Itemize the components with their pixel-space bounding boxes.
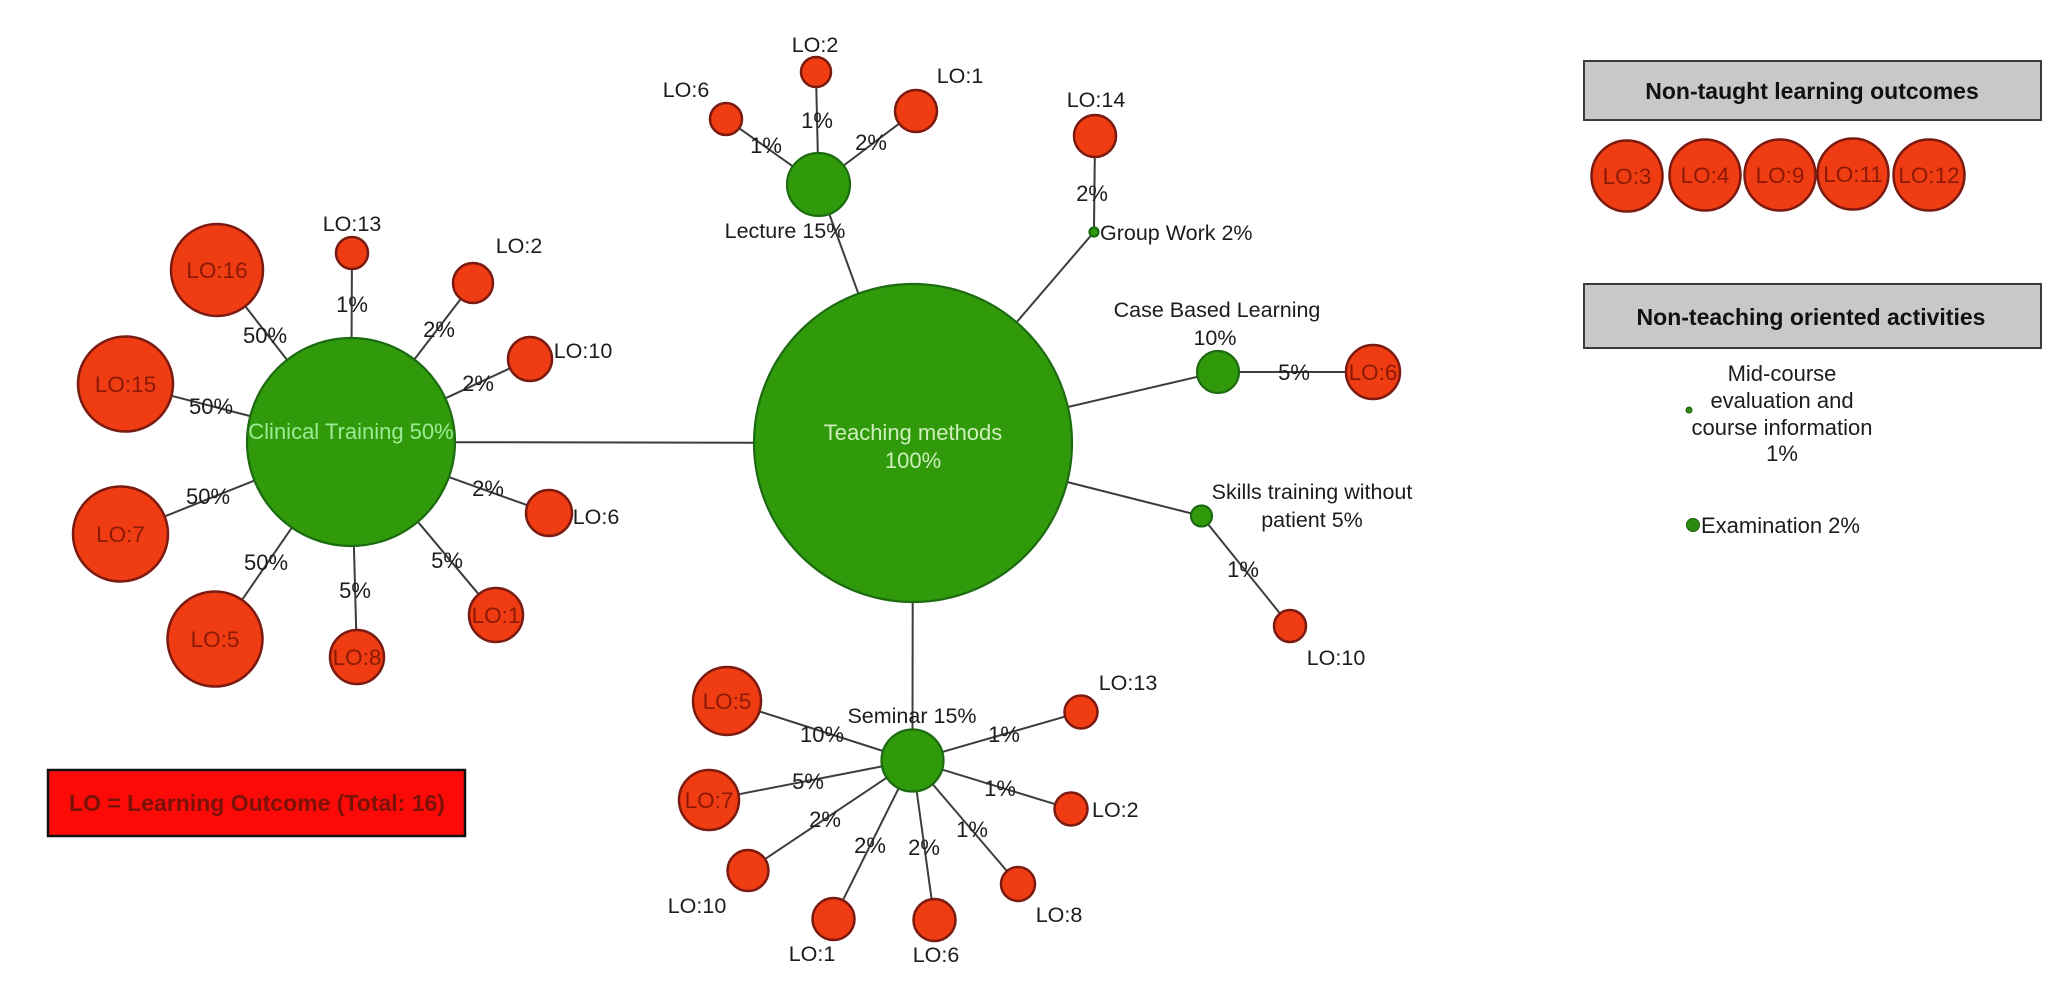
svg-text:LO = Learning Outcome (Total:: LO = Learning Outcome (Total: 16) (69, 790, 445, 816)
svg-text:LO:6: LO:6 (913, 943, 960, 967)
svg-text:Teaching methods: Teaching methods (824, 420, 1003, 445)
svg-text:100%: 100% (885, 448, 941, 473)
svg-text:LO:16: LO:16 (186, 258, 247, 283)
svg-text:Group Work 2%: Group Work 2% (1100, 221, 1253, 245)
svg-text:LO:14: LO:14 (1067, 88, 1126, 112)
svg-text:1%: 1% (801, 108, 833, 133)
svg-text:1%: 1% (988, 722, 1020, 747)
svg-text:1%: 1% (750, 133, 782, 158)
svg-text:2%: 2% (908, 835, 940, 860)
svg-text:LO:7: LO:7 (96, 522, 145, 547)
svg-text:LO:7: LO:7 (685, 788, 734, 813)
svg-text:LO:2: LO:2 (792, 33, 839, 57)
svg-text:1%: 1% (1766, 441, 1798, 466)
svg-text:50%: 50% (186, 484, 230, 509)
svg-text:1%: 1% (984, 776, 1016, 801)
svg-text:LO:12: LO:12 (1898, 163, 1959, 188)
svg-text:LO:2: LO:2 (496, 234, 543, 258)
svg-text:1%: 1% (1227, 557, 1259, 582)
svg-text:Seminar 15%: Seminar 15% (847, 704, 976, 728)
svg-text:50%: 50% (244, 550, 288, 575)
svg-text:Clinical Training 50%: Clinical Training 50% (248, 419, 453, 444)
svg-text:Non-taught learning outcomes: Non-taught learning outcomes (1645, 78, 1979, 104)
svg-text:LO:8: LO:8 (1036, 903, 1083, 927)
svg-text:LO:5: LO:5 (191, 627, 240, 652)
svg-text:50%: 50% (189, 394, 233, 419)
svg-text:LO:4: LO:4 (1681, 163, 1730, 188)
svg-text:Mid-course: Mid-course (1728, 361, 1837, 386)
svg-text:1%: 1% (956, 817, 988, 842)
svg-text:LO:6: LO:6 (663, 78, 710, 102)
svg-text:LO:11: LO:11 (1823, 162, 1883, 187)
svg-text:10%: 10% (1193, 326, 1236, 350)
svg-text:LO:10: LO:10 (668, 894, 727, 918)
svg-text:LO:10: LO:10 (554, 339, 613, 363)
svg-text:evaluation and: evaluation and (1710, 388, 1853, 413)
svg-text:patient 5%: patient 5% (1261, 508, 1363, 532)
svg-text:Examination 2%: Examination 2% (1701, 513, 1860, 538)
svg-text:course information: course information (1692, 415, 1873, 440)
svg-text:50%: 50% (243, 323, 287, 348)
svg-text:2%: 2% (462, 371, 494, 396)
svg-text:LO:8: LO:8 (333, 645, 382, 670)
svg-text:2%: 2% (809, 807, 841, 832)
svg-text:5%: 5% (1278, 360, 1310, 385)
svg-text:1%: 1% (336, 292, 368, 317)
svg-text:2%: 2% (854, 833, 886, 858)
svg-text:Non-teaching oriented activiti: Non-teaching oriented activities (1637, 304, 1986, 330)
svg-text:Skills training without: Skills training without (1212, 480, 1413, 504)
svg-text:2%: 2% (423, 317, 455, 342)
svg-text:LO:3: LO:3 (1603, 164, 1652, 189)
svg-text:LO:1: LO:1 (472, 603, 521, 628)
svg-text:2%: 2% (472, 476, 504, 501)
svg-text:Lecture 15%: Lecture 15% (725, 219, 846, 243)
svg-text:Case Based Learning: Case Based Learning (1114, 298, 1321, 322)
svg-text:LO:13: LO:13 (323, 212, 382, 236)
svg-text:LO:6: LO:6 (1349, 360, 1398, 385)
svg-text:5%: 5% (431, 548, 463, 573)
svg-text:LO:13: LO:13 (1099, 671, 1158, 695)
svg-text:LO:9: LO:9 (1756, 163, 1805, 188)
svg-text:5%: 5% (792, 769, 824, 794)
svg-text:LO:6: LO:6 (573, 505, 620, 529)
svg-text:LO:15: LO:15 (95, 372, 156, 397)
svg-text:LO:10: LO:10 (1307, 646, 1366, 670)
svg-text:10%: 10% (800, 722, 844, 747)
svg-text:2%: 2% (855, 130, 887, 155)
svg-text:LO:1: LO:1 (789, 942, 836, 966)
svg-text:LO:1: LO:1 (937, 64, 984, 88)
svg-text:5%: 5% (339, 578, 371, 603)
svg-text:2%: 2% (1076, 181, 1108, 206)
svg-text:LO:5: LO:5 (703, 689, 752, 714)
svg-text:LO:2: LO:2 (1092, 798, 1139, 822)
